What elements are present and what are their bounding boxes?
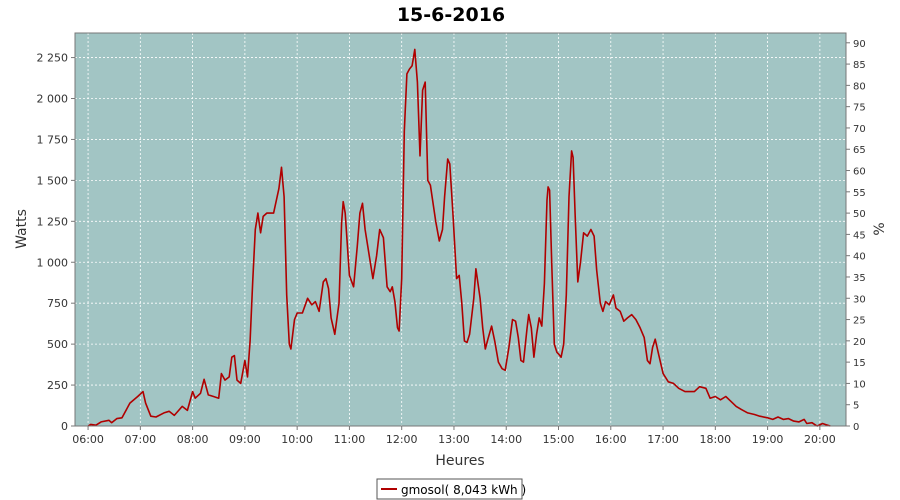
- y2-tick-label: 40: [853, 252, 866, 263]
- y-tick-label: 750: [47, 297, 68, 310]
- x-tick-label: 09:00: [229, 433, 261, 446]
- x-tick-label: 10:00: [281, 433, 313, 446]
- y2-tick-label: 45: [853, 230, 866, 241]
- y2-tick-label: 25: [853, 316, 866, 327]
- y-tick-label: 1 500: [37, 174, 69, 187]
- y2-axis: 0 5 10 15 20 25 30 35 40 45 50 55 60 65 70 75 80 85 90: [846, 39, 866, 433]
- x-tick-label: 18:00: [699, 433, 731, 446]
- y2-tick-label: 65: [853, 145, 866, 156]
- x-tick-label: 20:00: [804, 433, 836, 446]
- y2-tick-label: 30: [853, 294, 866, 305]
- y-axis: 0 250 500 750 1 000 1 250 1 500 1 750 2 000 2 250: [37, 52, 75, 433]
- x-tick-label: 16:00: [595, 433, 627, 446]
- y2-tick-label: 0: [853, 422, 859, 433]
- x-tick-label: 19:00: [752, 433, 784, 446]
- y-tick-label: 250: [47, 379, 68, 392]
- y2-tick-label: 90: [853, 39, 866, 50]
- y2-tick-label: 15: [853, 358, 866, 369]
- y2-tick-label: 20: [853, 337, 866, 348]
- legend: gmosol( 8,043 kWh ): [376, 478, 526, 500]
- x-tick-label: 11:00: [334, 433, 366, 446]
- x-tick-label: 14:00: [490, 433, 522, 446]
- y2-tick-label: 85: [853, 60, 866, 71]
- y2-tick-label: 80: [853, 81, 866, 92]
- series-line-gmosol: [87, 48, 831, 427]
- chart-title: 15-6-2016: [397, 4, 505, 26]
- legend-entry-gmosol: gmosol( 8,043 kWh ): [401, 483, 526, 497]
- y2-tick-label: 60: [853, 167, 866, 178]
- y-tick-label: 500: [47, 338, 68, 351]
- y2-tick-label: 50: [853, 209, 866, 220]
- x-tick-label: 15:00: [543, 433, 575, 446]
- plot-area: [75, 33, 846, 426]
- y-tick-label: 2 000: [37, 93, 69, 106]
- y2-tick-label: 70: [853, 124, 866, 135]
- y2-tick-label: 55: [853, 188, 866, 199]
- x-tick-label: 06:00: [72, 433, 104, 446]
- x-tick-label: 12:00: [386, 433, 418, 446]
- x-axis: 06:00 07:00 08:00 09:00 10:00 11:00 12:00 13:00…: [72, 426, 836, 446]
- y-axis-label: Watts: [14, 209, 30, 249]
- y-tick-label: 1 250: [37, 215, 69, 228]
- y2-tick-label: 75: [853, 103, 866, 114]
- y2-tick-label: 10: [853, 379, 866, 390]
- y2-tick-label: 35: [853, 273, 866, 284]
- x-tick-label: 13:00: [438, 433, 470, 446]
- x-tick-label: 07:00: [124, 433, 156, 446]
- y-tick-label: 1 000: [37, 256, 69, 269]
- y2-axis-label: %: [872, 222, 888, 235]
- plot-border: [74, 32, 847, 427]
- y-tick-label: 1 750: [37, 133, 69, 146]
- y2-tick-label: 5: [853, 401, 859, 412]
- x-tick-label: 17:00: [647, 433, 679, 446]
- y-tick-label: 2 250: [37, 52, 69, 65]
- y-tick-label: 0: [61, 420, 68, 433]
- x-axis-label: Heures: [435, 453, 484, 469]
- x-tick-label: 08:00: [177, 433, 209, 446]
- legend-box: [376, 478, 523, 500]
